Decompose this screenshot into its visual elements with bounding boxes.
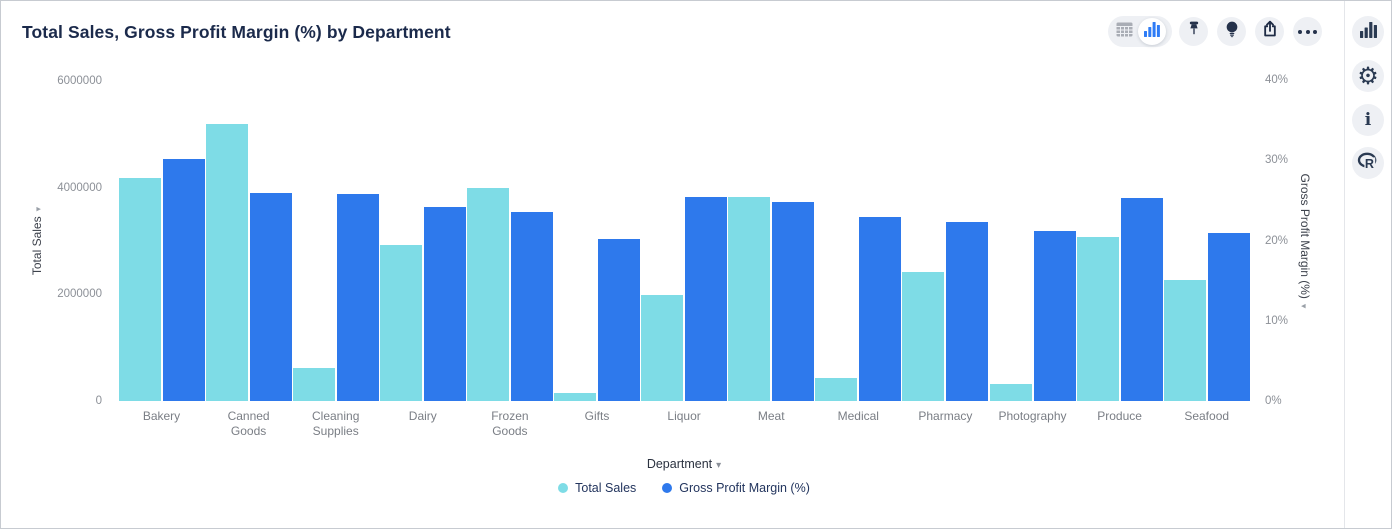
- bar-total-sales-dairy[interactable]: [379, 244, 422, 401]
- svg-text:R: R: [1365, 156, 1374, 169]
- bar-gross-profit-margin--medical[interactable]: [859, 217, 902, 401]
- info-button[interactable]: i: [1352, 104, 1384, 136]
- x-axis-field-dropdown[interactable]: Department ▾: [119, 457, 1249, 471]
- chart-view-icon: [1144, 21, 1160, 42]
- y2-axis-tick: 0%: [1265, 395, 1282, 407]
- axis-collapse-icon: ▾: [33, 206, 43, 212]
- bar-total-sales-produce[interactable]: [1076, 236, 1119, 401]
- y-axis-tick: 6000000: [57, 75, 102, 87]
- bar-gross-profit-margin--pharmacy[interactable]: [946, 222, 989, 401]
- settings-button[interactable]: ⚙: [1352, 60, 1384, 92]
- x-axis-label: Produce: [1097, 409, 1142, 423]
- y2-axis-tick: 30%: [1265, 154, 1289, 167]
- bar-gross-profit-margin--seafood[interactable]: [1207, 233, 1250, 401]
- bar-gross-profit-margin--produce[interactable]: [1120, 197, 1163, 401]
- bar-gross-profit-margin--meat[interactable]: [772, 201, 815, 401]
- x-axis-label: Gifts: [584, 409, 610, 423]
- bar-total-sales-gifts[interactable]: [554, 393, 596, 401]
- bar-gross-profit-margin--gifts[interactable]: [598, 238, 640, 401]
- y2-axis-tick: 40%: [1265, 74, 1289, 86]
- lightbulb-icon: [1222, 19, 1242, 44]
- x-axis-label: Dairy: [408, 409, 437, 423]
- legend-item-total-sales[interactable]: Total Sales: [558, 481, 636, 495]
- x-axis-label: Pharmacy: [918, 409, 973, 423]
- bar-gross-profit-margin--frozen-goods[interactable]: [510, 211, 553, 401]
- bar-gross-profit-margin--cleaning-supplies[interactable]: [336, 193, 379, 401]
- x-axis-field-label: Department: [646, 457, 713, 471]
- view-toggle: [1108, 16, 1172, 47]
- bar-total-sales-cleaning-supplies[interactable]: [292, 367, 335, 401]
- bar-total-sales-frozen-goods[interactable]: [466, 188, 509, 401]
- r-script-button[interactable]: R: [1352, 147, 1384, 179]
- y-axis-tick: 4000000: [57, 181, 102, 194]
- y2-axis-tick: 10%: [1265, 314, 1289, 327]
- pin-icon: [1184, 19, 1204, 44]
- bar-gross-profit-margin--bakery[interactable]: [162, 159, 205, 401]
- settings-gear-icon: ⚙: [1357, 62, 1379, 90]
- bar-gross-profit-margin--liquor[interactable]: [685, 197, 728, 401]
- bar-total-sales-meat[interactable]: [728, 196, 771, 401]
- bar-total-sales-liquor[interactable]: [641, 294, 684, 401]
- pin-button[interactable]: [1179, 17, 1208, 46]
- info-icon: i: [1364, 110, 1372, 130]
- x-axis-label: Meat: [757, 409, 785, 423]
- bar-gross-profit-margin--dairy[interactable]: [423, 206, 466, 401]
- legend-item-gross-profit-margin[interactable]: Gross Profit Margin (%): [662, 481, 810, 495]
- bar-gross-profit-margin--photography[interactable]: [1033, 230, 1076, 401]
- bar-total-sales-photography[interactable]: [989, 384, 1032, 401]
- legend-swatch-gross-profit-margin: [662, 483, 673, 493]
- insights-button[interactable]: [1217, 17, 1246, 46]
- x-axis-label: Medical: [837, 409, 879, 423]
- chevron-down-icon: ▾: [716, 460, 722, 471]
- axis-collapse-icon: ▾: [1299, 303, 1309, 309]
- export-icon: [1260, 19, 1280, 44]
- y2-axis-tick: 20%: [1265, 234, 1289, 247]
- more-options-button[interactable]: [1293, 17, 1322, 46]
- legend: Total Sales Gross Profit Margin (%): [119, 481, 1249, 495]
- x-axis-label: Seafood: [1184, 409, 1230, 423]
- bar-gross-profit-margin--canned-goods[interactable]: [249, 193, 292, 401]
- x-axis-label: Liquor: [667, 409, 701, 423]
- more-options-icon: [1298, 29, 1317, 34]
- x-axis-label: Cleaning Supplies: [312, 409, 360, 438]
- x-axis-label: Canned Goods: [227, 409, 270, 438]
- r-language-icon: R: [1357, 152, 1379, 175]
- legend-swatch-total-sales: [558, 483, 569, 493]
- y-axis-tick: 0: [95, 395, 102, 407]
- table-view-button[interactable]: [1110, 18, 1138, 45]
- x-axis-label: Frozen Goods: [491, 409, 529, 438]
- bar-total-sales-canned-goods[interactable]: [205, 124, 248, 401]
- export-button[interactable]: [1255, 17, 1284, 46]
- bar-total-sales-medical[interactable]: [815, 378, 858, 401]
- x-axis-label: Bakery: [142, 409, 181, 423]
- legend-label-total-sales: Total Sales: [575, 481, 637, 495]
- y2-axis-title: Gross Profit Margin (%)▾: [1298, 173, 1312, 309]
- right-sidebar: ⚙ i R: [1344, 1, 1391, 528]
- chart-view-button[interactable]: [1138, 18, 1166, 45]
- bar-total-sales-seafood[interactable]: [1163, 279, 1206, 401]
- y-axis-title: Total Sales▾: [30, 206, 44, 276]
- bar-total-sales-bakery[interactable]: [118, 178, 161, 401]
- chart-panel-button[interactable]: [1352, 16, 1384, 48]
- y-axis-tick: 2000000: [57, 288, 102, 301]
- chart-panel-icon: [1359, 21, 1377, 43]
- bar-total-sales-pharmacy[interactable]: [902, 271, 945, 401]
- legend-label-gross-profit-margin: Gross Profit Margin (%): [679, 481, 810, 495]
- x-axis-label: Photography: [998, 409, 1067, 423]
- chart-title: Total Sales, Gross Profit Margin (%) by …: [22, 22, 451, 42]
- table-view-icon: [1115, 22, 1133, 42]
